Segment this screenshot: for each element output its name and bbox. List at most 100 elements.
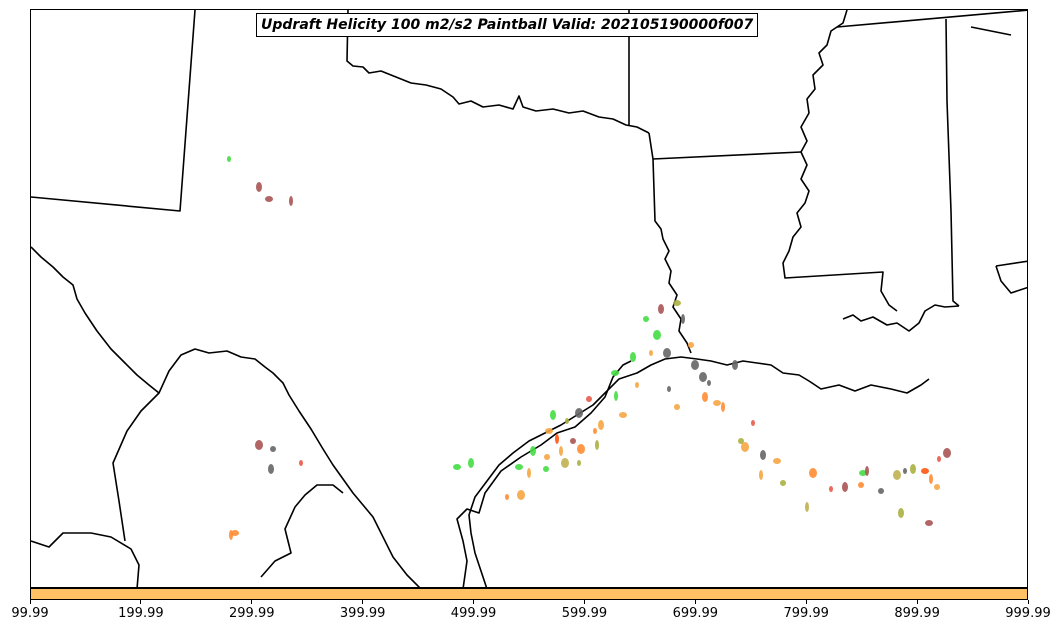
paintball-object <box>517 490 525 500</box>
paintball-object <box>809 468 817 478</box>
paintball-object <box>691 360 699 370</box>
paintball-object <box>713 400 721 406</box>
paintball-object <box>555 434 559 444</box>
paintball-object <box>256 182 262 192</box>
paintball-object <box>614 391 618 401</box>
colorbar-tick-label: 299.99 <box>229 606 275 621</box>
paintball-object <box>929 474 933 484</box>
paintball-object <box>630 352 636 362</box>
paintball-object <box>289 196 293 206</box>
paintball-object <box>673 300 681 306</box>
colorbar-tick <box>362 600 364 604</box>
state-boundary-nm-tx-west <box>31 10 196 212</box>
paintball-object <box>859 470 867 476</box>
paintball-object <box>577 460 581 466</box>
paintball-object <box>570 438 576 444</box>
colorbar-tick-label: 399.99 <box>339 606 386 621</box>
paintball-object <box>721 402 725 412</box>
paintball-object <box>227 156 231 162</box>
state-boundary-ok-tx-north <box>346 10 650 134</box>
colorbar-tick <box>140 600 142 604</box>
paintball-object <box>663 348 671 358</box>
colorbar-tick-label: 199.99 <box>118 606 164 621</box>
state-boundary-ms-tn-east <box>970 26 1012 36</box>
paintball-object <box>773 458 781 464</box>
paintball-object <box>898 508 904 518</box>
paintball-object <box>453 464 461 470</box>
mississippi-river <box>782 10 898 312</box>
paintball-object <box>903 468 907 474</box>
paintball-object <box>707 380 711 386</box>
colorbar-tick <box>251 600 253 604</box>
mexico-state-line-2 <box>112 392 160 542</box>
colorbar-tick-label: 899.99 <box>894 606 940 621</box>
map-canvas <box>31 10 1027 587</box>
paintball-object <box>829 486 833 492</box>
state-boundary-ar-la <box>652 151 802 160</box>
paintball-object <box>934 484 940 490</box>
state-boundary-tx-ar-la <box>648 132 692 354</box>
paintball-object <box>545 428 553 434</box>
colorbar-tick <box>805 600 807 604</box>
paintball-object <box>515 464 523 470</box>
paintball-object <box>611 370 619 376</box>
colorbar-tick-label: 999.99 <box>1005 606 1051 621</box>
paintball-object <box>505 494 509 500</box>
paintball-object <box>805 502 809 512</box>
paintball-object <box>299 460 303 466</box>
paintball-object <box>561 458 569 468</box>
mexico-state-line-1 <box>31 532 140 587</box>
paintball-object <box>741 442 749 452</box>
paintball-object <box>751 420 755 426</box>
paintball-object <box>577 444 585 454</box>
paintball-object <box>559 446 563 456</box>
colorbar-tick <box>583 600 585 604</box>
coastline-louisiana <box>842 304 960 332</box>
paintball-object <box>530 446 536 456</box>
paintball-object <box>468 458 474 468</box>
paintball-object <box>943 448 951 458</box>
paintball-object <box>653 330 661 340</box>
paintball-object <box>544 454 550 460</box>
paintball-object <box>643 316 649 322</box>
map-panel <box>30 9 1028 588</box>
state-boundary-fl <box>995 265 1027 294</box>
paintball-object <box>598 420 604 430</box>
paintball-object <box>688 342 694 348</box>
colorbar-tick-label: 99.99 <box>11 606 49 621</box>
paintball-object <box>759 470 763 480</box>
paintball-object <box>270 446 276 452</box>
state-boundary-al-ga <box>995 260 1027 267</box>
colorbar <box>30 588 1028 600</box>
paintball-object <box>760 450 766 460</box>
paintball-object <box>780 480 786 486</box>
colorbar-tick-label: 799.99 <box>783 606 829 621</box>
paintball-object <box>937 456 941 462</box>
paintball-object <box>858 482 864 488</box>
paintball-object <box>543 466 549 472</box>
paintball-objects <box>227 156 951 540</box>
paintball-object <box>699 372 707 382</box>
colorbar-tick <box>694 600 696 604</box>
colorbar-tick <box>29 600 31 604</box>
paintball-object <box>667 386 671 392</box>
colorbar-tick-label: 699.99 <box>672 606 719 621</box>
paintball-object <box>910 464 916 474</box>
paintball-object <box>550 410 556 420</box>
paintball-object <box>229 530 233 540</box>
state-boundary-ms-al <box>945 18 960 307</box>
mexico-state-line-3 <box>260 484 344 578</box>
map-title: Updraft Helicity 100 m2/s2 Paintball Val… <box>256 13 759 37</box>
paintball-object <box>265 196 273 202</box>
international-border-rio-grande <box>31 246 421 587</box>
paintball-object <box>732 360 738 370</box>
paintball-object <box>842 482 848 492</box>
colorbar-tick-label: 599.99 <box>561 606 608 621</box>
paintball-object <box>565 418 569 424</box>
paintball-object <box>635 382 639 388</box>
paintball-object <box>658 304 664 314</box>
paintball-object <box>595 440 599 450</box>
paintball-object <box>231 530 239 536</box>
coastline-texas-inner <box>456 360 632 587</box>
map-title-text: Updraft Helicity 100 m2/s2 Paintball Val… <box>261 17 754 33</box>
